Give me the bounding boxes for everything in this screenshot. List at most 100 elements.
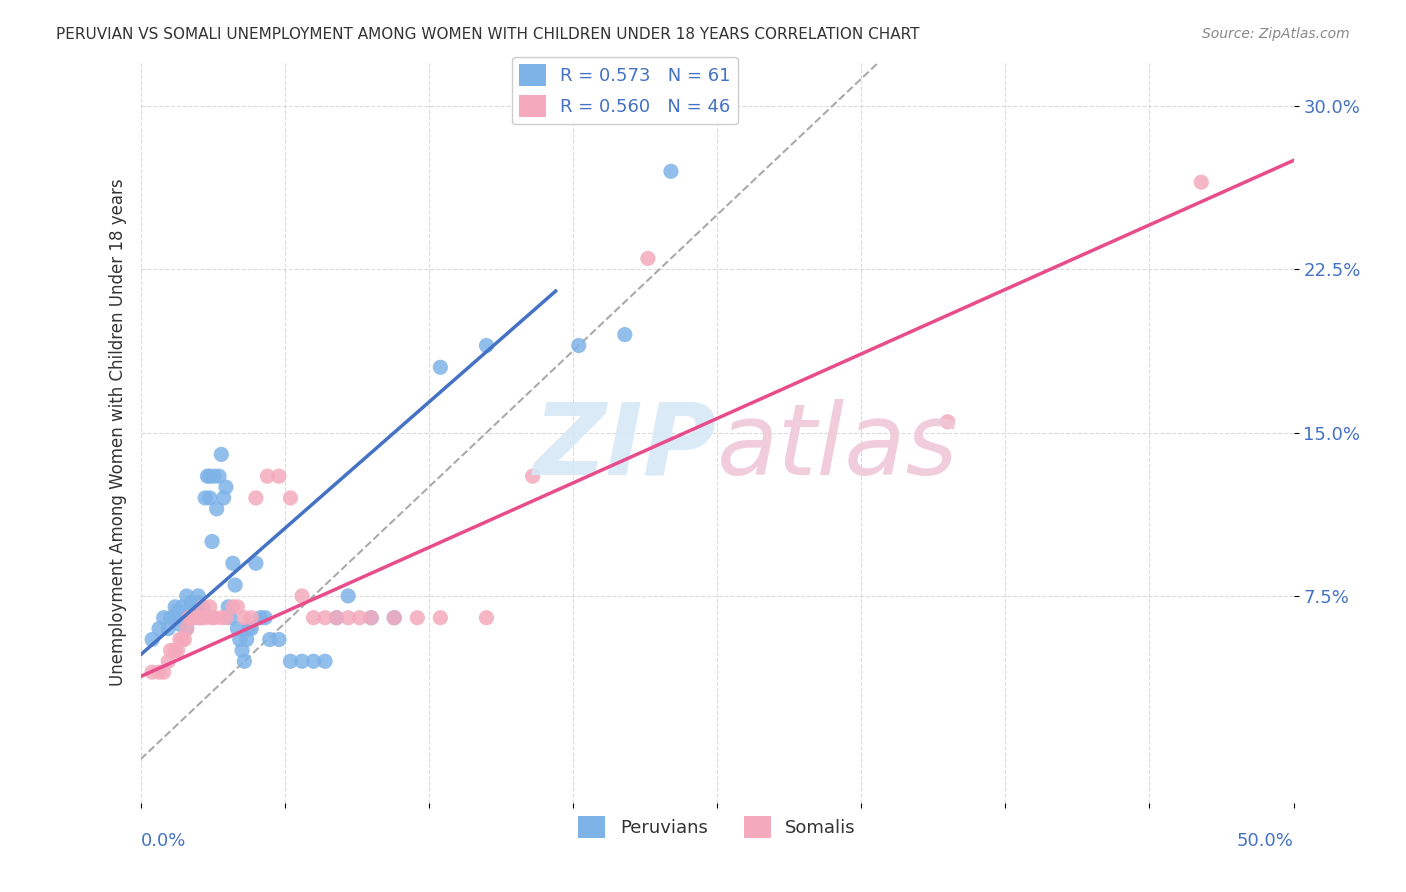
Point bbox=[406, 611, 429, 625]
Point bbox=[280, 491, 302, 505]
Point bbox=[141, 665, 163, 680]
Point bbox=[183, 611, 205, 625]
Point bbox=[187, 611, 209, 625]
Point bbox=[198, 491, 221, 505]
Point bbox=[568, 338, 591, 352]
Point bbox=[202, 469, 225, 483]
Point bbox=[172, 599, 194, 614]
Point bbox=[184, 599, 207, 614]
Text: 0.0%: 0.0% bbox=[141, 832, 186, 850]
Point bbox=[165, 599, 187, 614]
Point bbox=[429, 360, 451, 375]
Point bbox=[229, 632, 252, 647]
Point bbox=[165, 611, 187, 625]
Point bbox=[429, 611, 451, 625]
Point bbox=[176, 589, 198, 603]
Point bbox=[302, 654, 325, 668]
Point bbox=[217, 599, 239, 614]
Point bbox=[254, 611, 277, 625]
Point bbox=[215, 480, 238, 494]
Point bbox=[219, 611, 242, 625]
Point bbox=[267, 632, 290, 647]
Point bbox=[238, 622, 260, 636]
Point bbox=[198, 599, 221, 614]
Point bbox=[202, 611, 225, 625]
Point bbox=[169, 632, 191, 647]
Point bbox=[522, 469, 544, 483]
Point bbox=[166, 643, 188, 657]
Point bbox=[267, 469, 290, 483]
Point bbox=[159, 611, 181, 625]
Point bbox=[141, 632, 163, 647]
Point bbox=[637, 252, 659, 266]
Point bbox=[180, 595, 202, 609]
Point bbox=[208, 469, 231, 483]
Point bbox=[325, 611, 347, 625]
Point bbox=[1189, 175, 1212, 189]
Point bbox=[159, 643, 181, 657]
Point bbox=[190, 611, 212, 625]
Point bbox=[187, 595, 209, 609]
Point bbox=[197, 469, 219, 483]
Point bbox=[194, 491, 217, 505]
Point bbox=[198, 469, 221, 483]
Point bbox=[291, 654, 314, 668]
Point bbox=[325, 611, 347, 625]
Point bbox=[157, 654, 180, 668]
Point bbox=[382, 611, 405, 625]
Text: 50.0%: 50.0% bbox=[1237, 832, 1294, 850]
Point bbox=[187, 589, 209, 603]
Point bbox=[349, 611, 371, 625]
Point bbox=[166, 604, 188, 618]
Point bbox=[233, 654, 256, 668]
Point bbox=[235, 632, 257, 647]
Point bbox=[226, 622, 249, 636]
Point bbox=[249, 611, 271, 625]
Point bbox=[152, 611, 174, 625]
Point bbox=[169, 617, 191, 632]
Point bbox=[360, 611, 382, 625]
Point bbox=[382, 611, 405, 625]
Legend: Peruvians, Somalis: Peruvians, Somalis bbox=[571, 809, 863, 846]
Point bbox=[337, 611, 360, 625]
Point bbox=[314, 654, 336, 668]
Point bbox=[475, 611, 498, 625]
Point bbox=[191, 604, 214, 618]
Point bbox=[256, 469, 278, 483]
Point bbox=[177, 611, 200, 625]
Point bbox=[231, 643, 253, 657]
Point bbox=[165, 643, 187, 657]
Y-axis label: Unemployment Among Women with Children Under 18 years: Unemployment Among Women with Children U… bbox=[108, 178, 127, 687]
Point bbox=[291, 589, 314, 603]
Point bbox=[226, 599, 249, 614]
Point bbox=[337, 589, 360, 603]
Point bbox=[222, 556, 245, 570]
Point bbox=[205, 501, 228, 516]
Point bbox=[180, 599, 202, 614]
Point bbox=[176, 622, 198, 636]
Text: atlas: atlas bbox=[717, 399, 959, 496]
Point bbox=[613, 327, 636, 342]
Point bbox=[259, 632, 281, 647]
Point bbox=[201, 611, 224, 625]
Point bbox=[190, 611, 212, 625]
Point bbox=[302, 611, 325, 625]
Point bbox=[194, 611, 217, 625]
Text: Source: ZipAtlas.com: Source: ZipAtlas.com bbox=[1202, 27, 1350, 41]
Point bbox=[201, 534, 224, 549]
Point bbox=[209, 611, 232, 625]
Point bbox=[152, 665, 174, 680]
Point bbox=[180, 611, 202, 625]
Point bbox=[183, 611, 205, 625]
Text: PERUVIAN VS SOMALI UNEMPLOYMENT AMONG WOMEN WITH CHILDREN UNDER 18 YEARS CORRELA: PERUVIAN VS SOMALI UNEMPLOYMENT AMONG WO… bbox=[56, 27, 920, 42]
Point bbox=[314, 611, 336, 625]
Point bbox=[233, 611, 256, 625]
Point bbox=[240, 622, 263, 636]
Point bbox=[224, 578, 246, 592]
Point bbox=[191, 599, 214, 614]
Point bbox=[936, 415, 959, 429]
Text: ZIP: ZIP bbox=[534, 399, 717, 496]
Point bbox=[280, 654, 302, 668]
Point bbox=[176, 622, 198, 636]
Point bbox=[240, 611, 263, 625]
